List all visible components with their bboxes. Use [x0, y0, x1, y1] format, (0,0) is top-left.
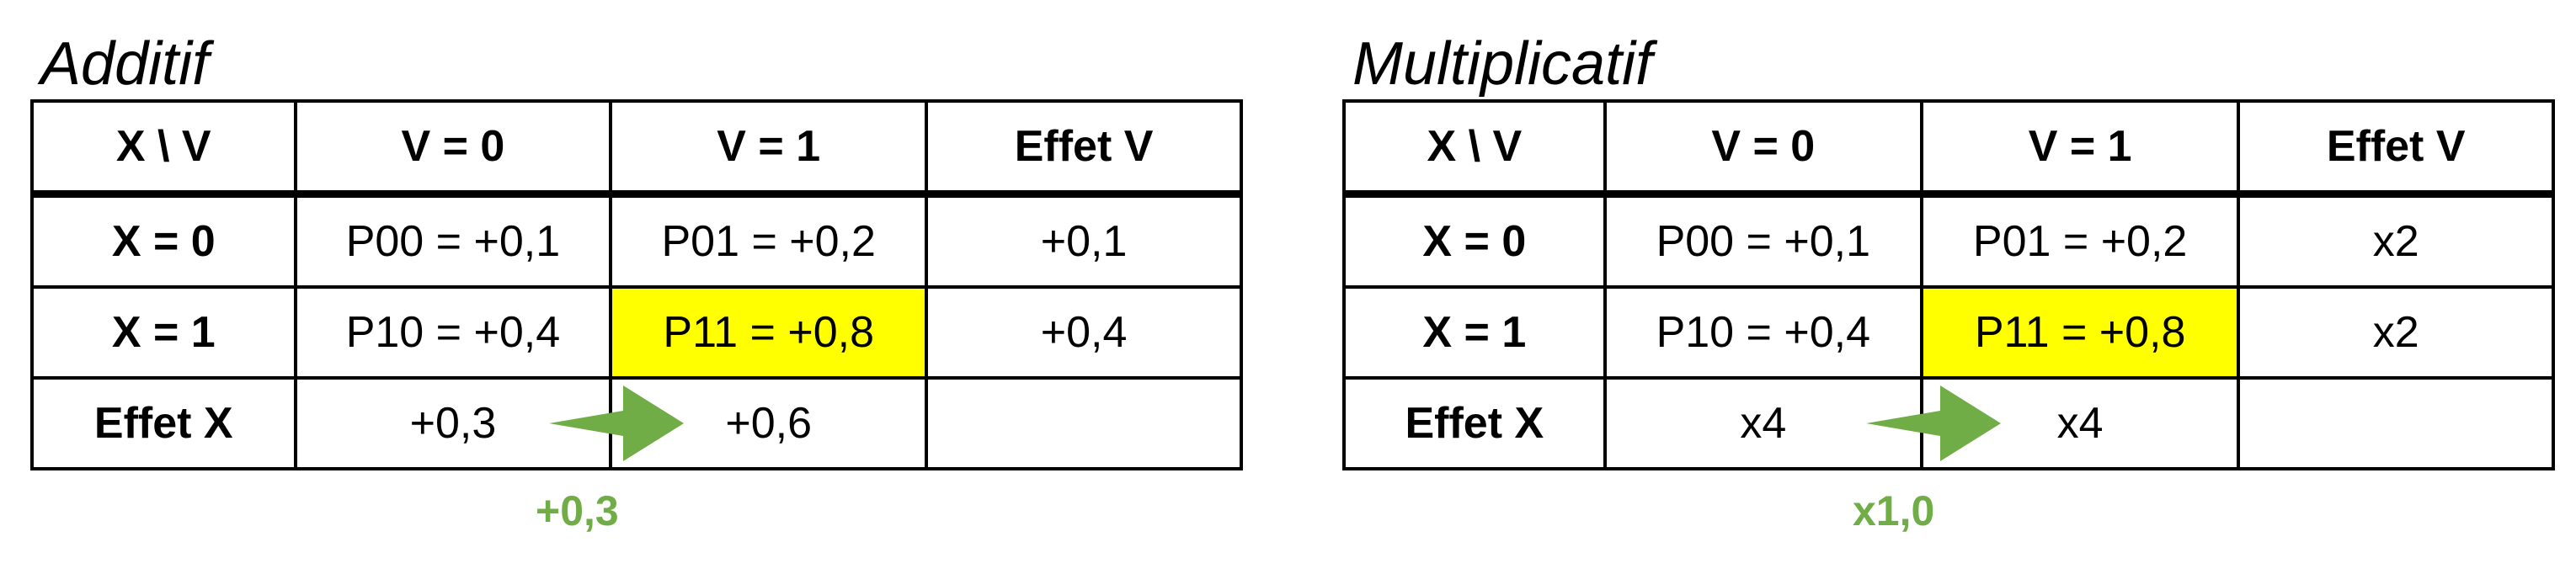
arrow-right-icon [549, 385, 684, 461]
cell-p01: P01 = +0,2 [1919, 192, 2241, 289]
cell-empty [925, 376, 1243, 470]
cell-effect-v-x0: +0,1 [925, 192, 1243, 289]
table-row-x0: X = 0 P00 = +0,1 P01 = +0,2 x2 [1342, 192, 2555, 289]
row-label-x1: X = 1 [1342, 285, 1607, 380]
table-row-effect-x: Effet X x4 x4 [1342, 376, 2555, 470]
cell-empty [2237, 376, 2555, 470]
additive-panel: Additif X \ V V = 0 V = 1 Effet V X = 0 … [30, 0, 1243, 574]
cell-effect-v-x1: +0,4 [925, 285, 1243, 380]
cell-effect-v-x1: x2 [2237, 285, 2555, 380]
header-row: X \ V V = 0 V = 1 Effet V [30, 99, 1243, 198]
cell-p00: P00 = +0,1 [293, 192, 613, 289]
effect-ratio-label: x1,0 [1853, 487, 1935, 534]
cell-p00: P00 = +0,1 [1603, 192, 1923, 289]
cell-p10: P10 = +0,4 [1603, 285, 1923, 380]
row-label-effect-x: Effet X [30, 376, 297, 470]
row-label-x1: X = 1 [30, 285, 297, 380]
header-cell-v1: V = 1 [1919, 99, 2241, 198]
header-cell-effect-v: Effet V [2237, 99, 2555, 198]
cell-p11-highlighted: P11 = +0,8 [609, 285, 929, 380]
cell-effect-v-x0: x2 [2237, 192, 2555, 289]
header-row: X \ V V = 0 V = 1 Effet V [1342, 99, 2555, 198]
cell-p01: P01 = +0,2 [609, 192, 929, 289]
table-row-x1: X = 1 P10 = +0,4 P11 = +0,8 x2 [1342, 285, 2555, 380]
panel-title: Multiplicatif [1352, 30, 1653, 98]
multiplicative-panel: Multiplicatif X \ V V = 0 V = 1 Effet V … [1342, 0, 2555, 574]
effect-ratio-label: +0,3 [536, 487, 619, 534]
cell-effect-x-v0: x4 [1603, 376, 1923, 470]
header-cell-corner: X \ V [1342, 99, 1607, 198]
table-row-effect-x: Effet X +0,3 +0,6 [30, 376, 1243, 470]
header-cell-corner: X \ V [30, 99, 297, 198]
cell-p11-highlighted: P11 = +0,8 [1919, 285, 2241, 380]
panel-title: Additif [40, 30, 210, 98]
arrow-right-icon [1866, 385, 2001, 461]
table-row-x0: X = 0 P00 = +0,1 P01 = +0,2 +0,1 [30, 192, 1243, 289]
header-cell-v0: V = 0 [293, 99, 613, 198]
header-cell-effect-v: Effet V [925, 99, 1243, 198]
cell-p10: P10 = +0,4 [293, 285, 613, 380]
effect-table: X \ V V = 0 V = 1 Effet V X = 0 P00 = +0… [30, 99, 1243, 470]
header-cell-v0: V = 0 [1603, 99, 1923, 198]
header-cell-v1: V = 1 [609, 99, 929, 198]
row-label-effect-x: Effet X [1342, 376, 1607, 470]
effect-table: X \ V V = 0 V = 1 Effet V X = 0 P00 = +0… [1342, 99, 2555, 470]
row-label-x0: X = 0 [1342, 192, 1607, 289]
table-row-x1: X = 1 P10 = +0,4 P11 = +0,8 +0,4 [30, 285, 1243, 380]
row-label-x0: X = 0 [30, 192, 297, 289]
